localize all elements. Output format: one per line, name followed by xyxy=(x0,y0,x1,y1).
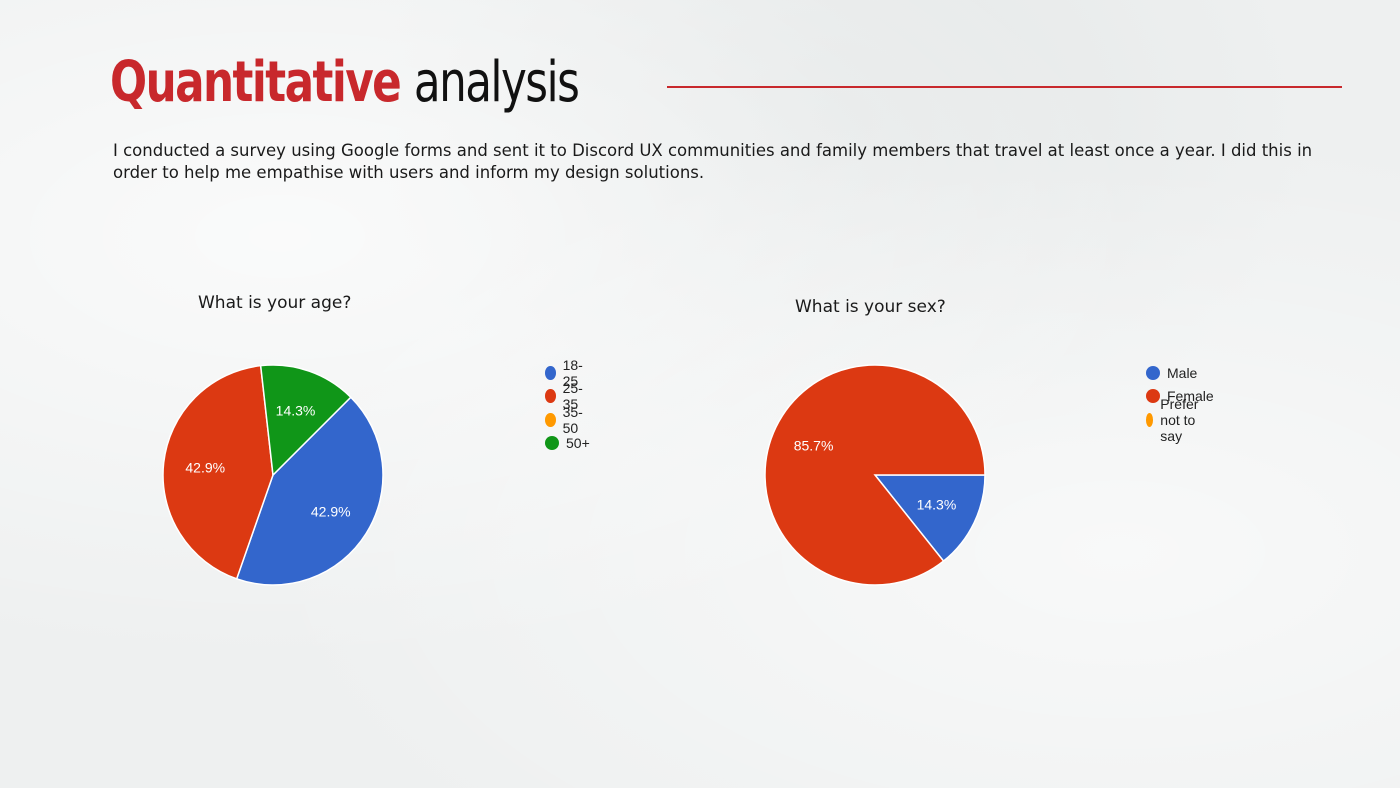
title-rest: analysis xyxy=(413,50,580,115)
legend-swatch xyxy=(545,436,559,451)
legend-label: 50+ xyxy=(566,435,590,452)
pie-slice-female xyxy=(764,364,986,586)
legend-swatch xyxy=(545,412,556,427)
legend-item-prefer-not-to-say: Prefer not to say xyxy=(1146,396,1214,444)
title-accent: Quantitative xyxy=(110,50,402,115)
legend-swatch xyxy=(1146,389,1160,404)
age-legend: 18-25 25-35 35-50 50+ xyxy=(545,357,590,456)
legend-item-18-25: 18-25 xyxy=(545,357,590,389)
pie-slice-male xyxy=(873,474,986,563)
legend-item-male: Male xyxy=(1146,361,1214,385)
legend-label: Prefer not to say xyxy=(1160,395,1199,444)
legend-swatch xyxy=(545,389,556,404)
legend-item-35-50: 35-50 xyxy=(545,404,590,436)
data-label-25-35: 42.9% xyxy=(185,459,225,475)
pie-slice-25-35 xyxy=(162,364,274,580)
legend-label: 18-25 xyxy=(562,356,583,389)
title-divider xyxy=(667,86,1342,88)
data-label-male: 14.3% xyxy=(917,497,957,513)
data-label-female: 85.7% xyxy=(794,437,834,453)
legend-swatch xyxy=(1146,365,1160,380)
data-label-50: 14.3% xyxy=(276,403,316,419)
data-label-18-25: 42.9% xyxy=(311,503,351,519)
legend-label: 35-50 xyxy=(562,403,583,436)
intro-paragraph: I conducted a survey using Google forms … xyxy=(113,141,1313,182)
sex-chart-title: What is your sex? xyxy=(795,297,946,317)
legend-label: Male xyxy=(1167,364,1198,381)
age-chart-title: What is your age? xyxy=(198,293,352,313)
pie-slice-50 xyxy=(259,364,352,477)
legend-label: 25-35 xyxy=(562,380,583,413)
legend-item-50: 50+ xyxy=(545,432,590,456)
pie-slice-18-25 xyxy=(235,396,384,586)
sex-legend: Male Female Prefer not to say xyxy=(1146,361,1214,444)
legend-label: Female xyxy=(1167,388,1214,405)
legend-item-female: Female xyxy=(1146,385,1214,409)
legend-item-25-35: 25-35 xyxy=(545,380,590,412)
slide-title: Quantitative analysis xyxy=(110,42,580,124)
legend-swatch xyxy=(1146,412,1154,427)
legend-swatch xyxy=(545,365,556,380)
